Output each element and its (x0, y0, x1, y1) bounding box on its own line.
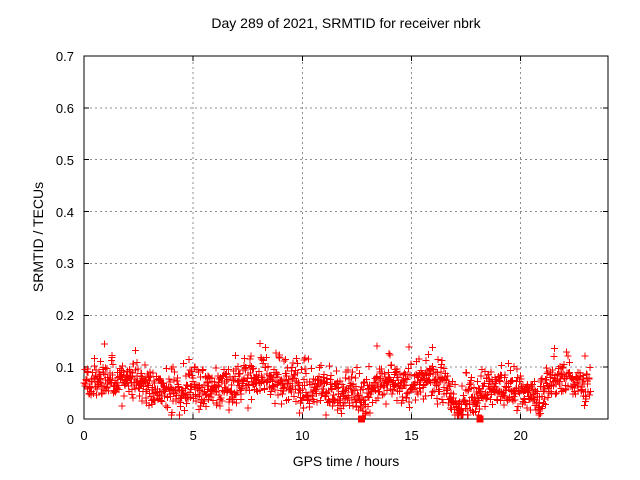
gap-marker-square (358, 415, 366, 423)
y-tick-label: 0.6 (55, 100, 74, 116)
x-tick-label: 10 (295, 428, 310, 443)
y-tick-label: 0.2 (55, 308, 74, 324)
y-axis-label: SRMTID / TECUs (30, 181, 46, 293)
y-tick-label: 0.3 (55, 256, 74, 272)
x-tick-label: 20 (513, 428, 528, 443)
x-tick-label: 15 (404, 428, 419, 443)
gap-markers (358, 415, 484, 423)
y-tick-label: 0.5 (55, 152, 74, 168)
axis-tick-marks (83, 55, 608, 420)
y-tick-label: 0 (66, 412, 74, 427)
plot-border (83, 55, 609, 420)
x-axis-label: GPS time / hours (292, 453, 400, 469)
y-tick-label: 0.4 (55, 204, 74, 220)
y-tick-label: 0.7 (55, 49, 74, 64)
y-tick-label: 0.1 (55, 360, 74, 376)
scatter-points (80, 339, 594, 419)
gap-marker-square (476, 415, 484, 423)
gridlines (85, 57, 607, 418)
x-tick-label: 0 (80, 428, 88, 443)
x-tick-label: 5 (189, 428, 197, 443)
chart-title: Day 289 of 2021, SRMTID for receiver nbr… (211, 15, 481, 31)
